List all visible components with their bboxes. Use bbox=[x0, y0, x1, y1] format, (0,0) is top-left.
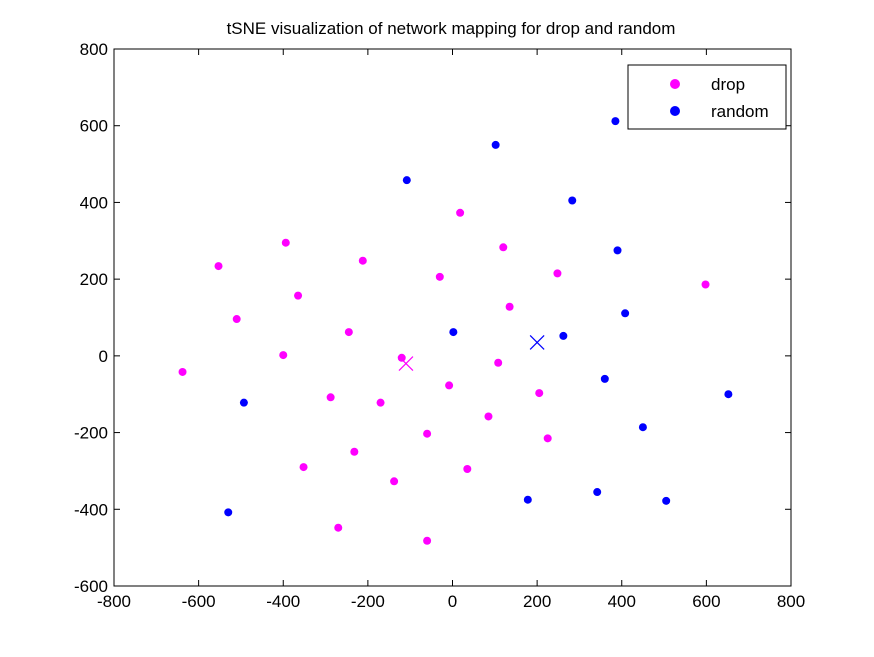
point-random bbox=[239, 398, 248, 407]
x-tick-label: -600 bbox=[182, 592, 216, 611]
point-drop bbox=[299, 463, 308, 472]
point-drop bbox=[463, 465, 472, 474]
point-random bbox=[523, 495, 532, 504]
point-drop bbox=[376, 398, 385, 407]
point-drop bbox=[326, 393, 335, 402]
centroid-drop-stroke-b bbox=[398, 356, 414, 371]
point-drop bbox=[553, 269, 562, 278]
point-random bbox=[449, 328, 458, 337]
y-tick-label: 200 bbox=[80, 270, 108, 289]
point-random bbox=[402, 176, 411, 185]
point-drop bbox=[484, 412, 493, 421]
legend-box bbox=[627, 64, 787, 130]
legend-marker-random bbox=[670, 106, 680, 116]
point-drop bbox=[435, 272, 444, 281]
chart-title: tSNE visualization of network mapping fo… bbox=[227, 19, 676, 38]
point-drop bbox=[423, 536, 432, 545]
point-drop bbox=[334, 523, 343, 532]
y-tick-label: 600 bbox=[80, 117, 108, 136]
point-drop bbox=[294, 291, 303, 300]
point-drop bbox=[397, 353, 406, 362]
legend-label-random: random bbox=[711, 102, 769, 121]
point-random bbox=[611, 117, 620, 126]
point-drop bbox=[423, 429, 432, 438]
point-random bbox=[621, 309, 630, 318]
x-tick-label: -800 bbox=[97, 592, 131, 611]
y-tick-label: 0 bbox=[99, 347, 108, 366]
point-drop bbox=[232, 315, 241, 324]
point-random bbox=[593, 488, 602, 497]
y-tick-label: -200 bbox=[74, 424, 108, 443]
y-tick-label: -400 bbox=[74, 500, 108, 519]
point-drop bbox=[456, 208, 465, 217]
plot-area bbox=[113, 48, 792, 587]
point-drop bbox=[281, 238, 290, 247]
legend-marker-drop bbox=[670, 79, 680, 89]
y-tick-label: 800 bbox=[80, 40, 108, 59]
legend-label-drop: drop bbox=[711, 75, 745, 94]
point-random bbox=[613, 246, 622, 255]
x-tick-label: 600 bbox=[692, 592, 720, 611]
point-random bbox=[724, 390, 733, 399]
y-tick-label: 400 bbox=[80, 193, 108, 212]
point-drop bbox=[214, 262, 223, 271]
legend: drop random bbox=[627, 64, 787, 130]
point-random bbox=[559, 331, 568, 340]
x-tick-label: -200 bbox=[351, 592, 385, 611]
point-random bbox=[600, 374, 609, 383]
x-tick-label: 400 bbox=[608, 592, 636, 611]
point-drop bbox=[390, 477, 399, 486]
centroid-random-stroke-b bbox=[529, 335, 545, 350]
point-random bbox=[568, 196, 577, 205]
point-drop bbox=[445, 381, 454, 390]
point-drop bbox=[494, 358, 503, 367]
point-random bbox=[491, 140, 500, 149]
point-drop bbox=[505, 302, 514, 311]
point-drop bbox=[535, 389, 544, 398]
x-tick-label: 200 bbox=[523, 592, 551, 611]
x-tick-label: 0 bbox=[448, 592, 457, 611]
point-drop bbox=[701, 280, 710, 289]
point-random bbox=[662, 496, 671, 505]
point-drop bbox=[358, 256, 367, 265]
x-tick-label: 800 bbox=[777, 592, 805, 611]
centroid-markers bbox=[398, 335, 545, 371]
data-points bbox=[178, 117, 733, 545]
point-drop bbox=[279, 351, 288, 360]
point-drop bbox=[499, 243, 508, 252]
x-tick-label: -400 bbox=[266, 592, 300, 611]
y-tick-label: -600 bbox=[74, 577, 108, 596]
point-drop bbox=[543, 434, 552, 443]
point-drop bbox=[178, 367, 187, 376]
point-random bbox=[638, 423, 647, 432]
axes: -800 -600 -400 -200 0 200 400 600 800-600-400-20… bbox=[74, 40, 805, 611]
point-random bbox=[224, 508, 233, 517]
point-drop bbox=[350, 447, 359, 456]
point-drop bbox=[344, 328, 353, 337]
